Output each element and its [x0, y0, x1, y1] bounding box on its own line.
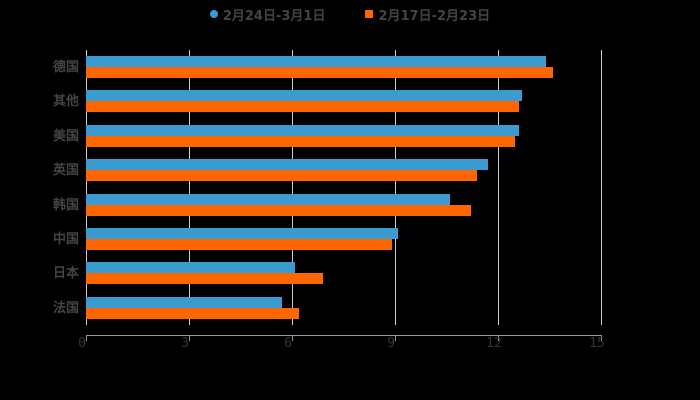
category-label: 美国: [52, 128, 79, 144]
x-tick-label: 3: [181, 336, 189, 351]
bar-group: [86, 252, 601, 286]
x-tick: [189, 335, 190, 341]
legend-square-marker-icon: [365, 10, 374, 18]
bar[interactable]: [86, 193, 450, 205]
bar-group: [86, 287, 601, 321]
gridline: [601, 50, 602, 325]
category-label: 其他: [52, 94, 79, 110]
bar-group: [86, 149, 601, 183]
bar-group: [86, 46, 601, 80]
x-tick: [292, 335, 293, 341]
category-label: 英国: [52, 163, 79, 179]
x-tick-label: 0: [78, 336, 86, 351]
bar[interactable]: [86, 239, 392, 250]
legend-item-series-1[interactable]: 2月17日-2月23日: [365, 5, 490, 24]
bar[interactable]: [86, 170, 478, 182]
bar[interactable]: [86, 56, 547, 67]
x-tick-label: 9: [387, 336, 395, 351]
category-label: 韩国: [52, 197, 79, 213]
x-tick-label: 12: [486, 336, 502, 351]
legend-label: 2月24日-3月1日: [222, 8, 326, 24]
gridline: [292, 50, 293, 325]
plot-area: [86, 46, 602, 325]
bar-group: [86, 184, 601, 218]
bar[interactable]: [86, 228, 399, 239]
chart-legend: 2月24日-3月1日 2月17日-2月23日: [0, 4, 700, 24]
bar-group: [86, 80, 601, 114]
x-tick-label: 6: [284, 336, 292, 351]
gridline: [395, 50, 396, 325]
bar[interactable]: [86, 90, 523, 102]
x-tick: [86, 335, 87, 341]
gridline: [189, 50, 190, 325]
x-tick: [601, 335, 602, 341]
bar[interactable]: [86, 124, 519, 136]
bar[interactable]: [86, 262, 296, 274]
y-axis-line: [86, 50, 87, 325]
legend-label: 2月17日-2月23日: [378, 8, 491, 24]
bar-group: [86, 218, 601, 252]
x-tick-label: 15: [589, 336, 605, 351]
x-axis-line: [86, 335, 601, 336]
bar-group: [86, 115, 601, 149]
x-tick: [498, 335, 499, 341]
bar[interactable]: [86, 296, 282, 308]
category-label: 日本: [52, 266, 79, 282]
bar[interactable]: [86, 307, 299, 319]
bar[interactable]: [86, 135, 516, 147]
category-label: 中国: [52, 232, 79, 247]
legend-circle-marker-icon: [209, 10, 218, 18]
legend-item-series-0[interactable]: 2月24日-3月1日: [209, 5, 326, 24]
category-label: 德国: [52, 60, 79, 75]
bar[interactable]: [86, 101, 519, 113]
x-tick: [395, 335, 396, 341]
bar[interactable]: [86, 204, 471, 216]
category-label: 法国: [52, 300, 79, 316]
bar[interactable]: [86, 67, 553, 78]
bar[interactable]: [86, 159, 488, 171]
gridline: [498, 50, 499, 325]
bar[interactable]: [86, 273, 323, 285]
